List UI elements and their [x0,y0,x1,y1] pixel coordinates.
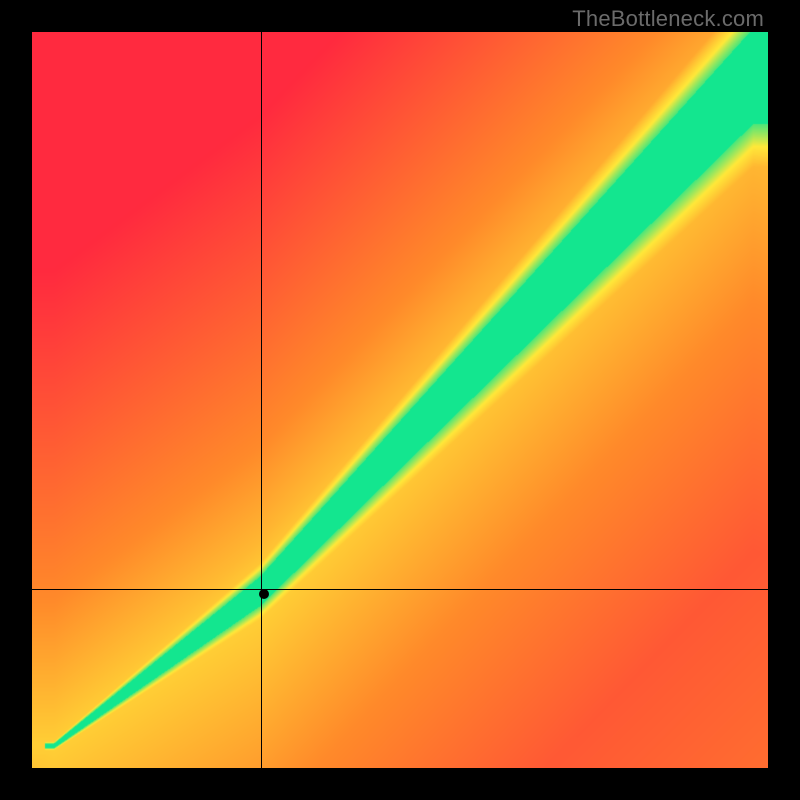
watermark-text: TheBottleneck.com [572,6,764,32]
crosshair-horizontal [32,589,768,590]
bottleneck-heatmap [32,32,768,768]
crosshair-vertical [261,32,262,768]
plot-frame [32,32,768,768]
crosshair-marker [259,589,269,599]
chart-container: TheBottleneck.com [0,0,800,800]
